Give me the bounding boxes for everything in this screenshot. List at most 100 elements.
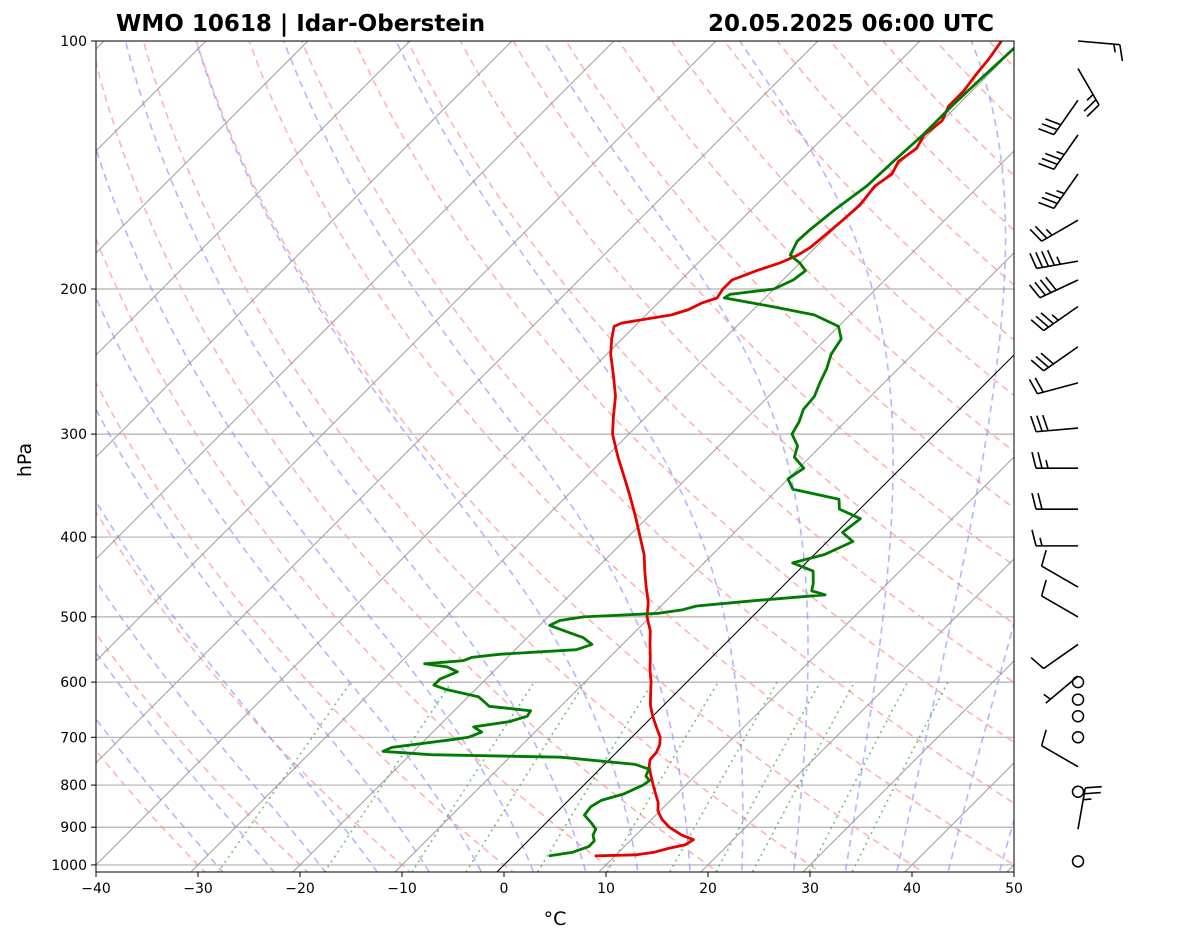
mixing-ratio-line [465,681,586,872]
isotherm [96,41,309,254]
mixing-ratio-line [411,681,535,872]
mixing-ratio-line [668,681,778,872]
barb-flag [1040,352,1054,365]
wind-barb [1071,709,1085,723]
barb-flag [1085,785,1102,789]
barb-flag [1046,249,1056,266]
wind-barb [1031,492,1078,510]
mixing-ratio-line [808,681,909,872]
isotherm [96,41,513,458]
barb-half-flag [1045,228,1053,236]
barb-flag [1039,279,1052,294]
wind-barb [1038,173,1079,210]
y-tick-label: 300 [60,427,87,443]
barb-half-flag [1086,93,1094,101]
chart-title-right: 20.05.2025 06:00 UTC [708,11,994,37]
barb-half-flag [1056,256,1062,265]
mixing-ratio-line [751,681,856,872]
barb-half-flag [1056,150,1065,156]
barb-flag [1030,657,1045,670]
barb-half-flag [1045,460,1049,469]
barb-flag [1035,355,1050,368]
calm-wind-circle [1071,675,1085,689]
wind-barb [1071,785,1085,798]
y-tick-label: 1000 [51,858,87,874]
barb-flag [1040,729,1047,746]
x-tick-label: 40 [903,881,921,897]
x-tick-label: −30 [183,881,213,897]
moist-adiabat [543,41,809,872]
barb-shaft [1043,305,1079,332]
dry-adiabat [512,41,1014,567]
dry-adiabat [195,41,925,872]
reference-lines [96,41,1014,872]
sounding-series [381,41,1014,858]
barb-shaft [1036,427,1079,433]
moist-adiabat [96,146,535,872]
x-tick-label: −20 [285,881,315,897]
mixing-ratio-line [217,681,352,872]
isotherm [96,41,819,764]
barb-flag [1030,319,1045,332]
wind-barb [1077,40,1124,62]
isotherm [96,41,921,866]
barb-shaft [1041,565,1079,588]
mixing-ratio-line [851,681,949,872]
wind-barb [1029,219,1079,242]
barb-flag [1029,228,1043,242]
barb-flag [1040,312,1054,325]
barb-shaft [1037,382,1079,395]
dry-adiabat [406,41,1014,684]
barb-shaft [1077,40,1120,46]
chart-title-left: WMO 10618 | Idar-Oberstein [116,11,485,37]
moist-adiabat [195,41,639,872]
barb-flag [1034,281,1046,296]
x-tick-label: 30 [801,881,819,897]
barb-flag [1035,251,1044,268]
y-tick-label: 200 [60,282,87,298]
moist-adiabat [124,41,587,872]
wind-barb [1040,729,1079,768]
barb-half-flag [1113,44,1116,53]
wind-barb [1077,785,1102,830]
barb-flag [1038,201,1055,210]
dry-adiabat [565,41,1014,510]
mixing-ratio-line [714,681,821,872]
barb-half-flag [1039,537,1043,547]
barb-flag [1045,152,1062,161]
barb-shaft [1039,279,1079,299]
dry-adiabat [96,632,309,872]
moist-adiabat [96,579,327,872]
barb-flag [1041,157,1058,166]
barb-shaft [1043,643,1079,670]
barb-flag [1041,414,1049,431]
dry-adiabat [96,510,412,872]
moist-adiabat [96,651,275,872]
dry-adiabat [988,41,1014,69]
moist-adiabat [895,41,1007,872]
dry-adiabat [671,41,1014,397]
calm-wind-circle [1071,785,1085,798]
barb-flag [1029,253,1038,269]
barb-flag [1037,492,1043,510]
plot-area [96,41,1014,872]
barb-flag [1028,378,1039,395]
barb-flag [1041,250,1050,267]
barb-half-flag [1083,798,1092,801]
barb-flag [1036,415,1043,432]
barb-shaft [1041,595,1079,618]
isotherm [394,252,1014,872]
temperature-profile [594,41,1003,858]
x-tick-label: 10 [597,881,615,897]
isotherm [96,41,717,662]
wind-barb [1077,68,1100,117]
wind-barb [1038,134,1079,171]
wind-barbs [1028,40,1124,868]
barb-flag [1045,118,1062,126]
y-tick-label: 400 [60,530,87,546]
wind-barb [1071,731,1085,744]
barb-half-flag [1043,693,1051,700]
barb-flag [1034,225,1048,239]
plot-frame [95,40,1015,873]
